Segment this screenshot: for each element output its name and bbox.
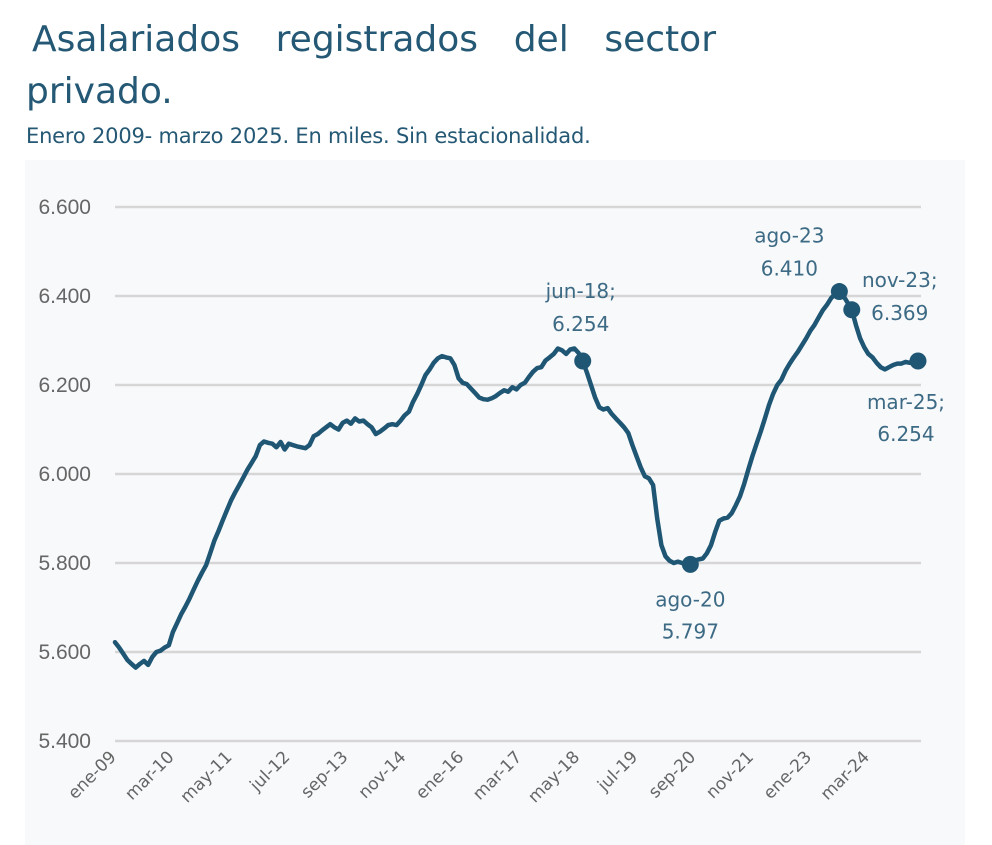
annotation-value-label: 6.369	[871, 301, 928, 325]
annotation-value-label: 6.254	[552, 312, 609, 336]
chart-subtitle: Enero 2009- marzo 2025. En miles. Sin es…	[26, 124, 591, 148]
x-tick-label: may-18	[524, 747, 584, 807]
annotation-marker	[574, 352, 592, 370]
series-line	[112, 289, 921, 670]
x-tick-label: sep-20	[645, 747, 700, 802]
annotation-marker	[830, 283, 848, 301]
y-tick-label: 5.600	[38, 641, 91, 664]
x-tick-label: ene-09	[64, 747, 120, 803]
x-tick-label: jul-19	[593, 747, 642, 796]
chart-title: Asalariados registrados del sector priva…	[26, 14, 726, 118]
annotation-marker	[681, 555, 699, 573]
annotation-labels: jun-18; 6.254 ago-20 5.797 ago-23 6.410 nov-23…	[545, 224, 945, 644]
y-tick-label: 6.600	[38, 196, 91, 219]
x-tick-label: mar-10	[121, 747, 178, 804]
y-tick-label: 6.200	[38, 374, 91, 397]
annotation-date-label: nov-23;	[862, 268, 938, 292]
annotation-value-label: 6.410	[761, 257, 818, 281]
y-axis-ticks: 5.400 5.600 5.800 6.000 6.200 6.400 6.600	[38, 196, 91, 753]
annotation-date-label: ago-20	[655, 587, 725, 611]
annotation-date-label: jun-18;	[545, 279, 616, 303]
chart-title-line-2: privado.	[26, 71, 173, 112]
chart-panel	[25, 160, 965, 845]
y-tick-label: 6.000	[38, 463, 91, 486]
x-tick-label: mar-17	[469, 747, 526, 804]
x-tick-label: mar-24	[817, 747, 874, 804]
annotation-markers	[574, 283, 927, 573]
y-tick-label: 5.800	[38, 552, 91, 575]
annotation-marker	[843, 301, 861, 319]
x-tick-label: may-11	[177, 747, 237, 807]
annotation-marker	[909, 352, 927, 370]
y-tick-label: 6.400	[38, 285, 91, 308]
x-tick-label: nov-21	[702, 747, 758, 803]
gridlines	[115, 205, 921, 743]
x-tick-label: ene-23	[760, 747, 816, 803]
x-tick-label: nov-14	[355, 747, 411, 803]
x-tick-label: ene-16	[412, 747, 468, 803]
x-tick-label: jul-12	[246, 747, 295, 796]
chart-title-line-1: Asalariados registrados del sector	[32, 19, 716, 60]
annotation-value-label: 5.797	[662, 619, 719, 643]
x-tick-label: sep-13	[297, 747, 352, 802]
annotation-date-label: ago-23	[754, 224, 824, 248]
y-tick-label: 5.400	[38, 730, 91, 753]
annotation-date-label: mar-25;	[867, 390, 945, 414]
annotation-value-label: 6.254	[877, 422, 934, 446]
